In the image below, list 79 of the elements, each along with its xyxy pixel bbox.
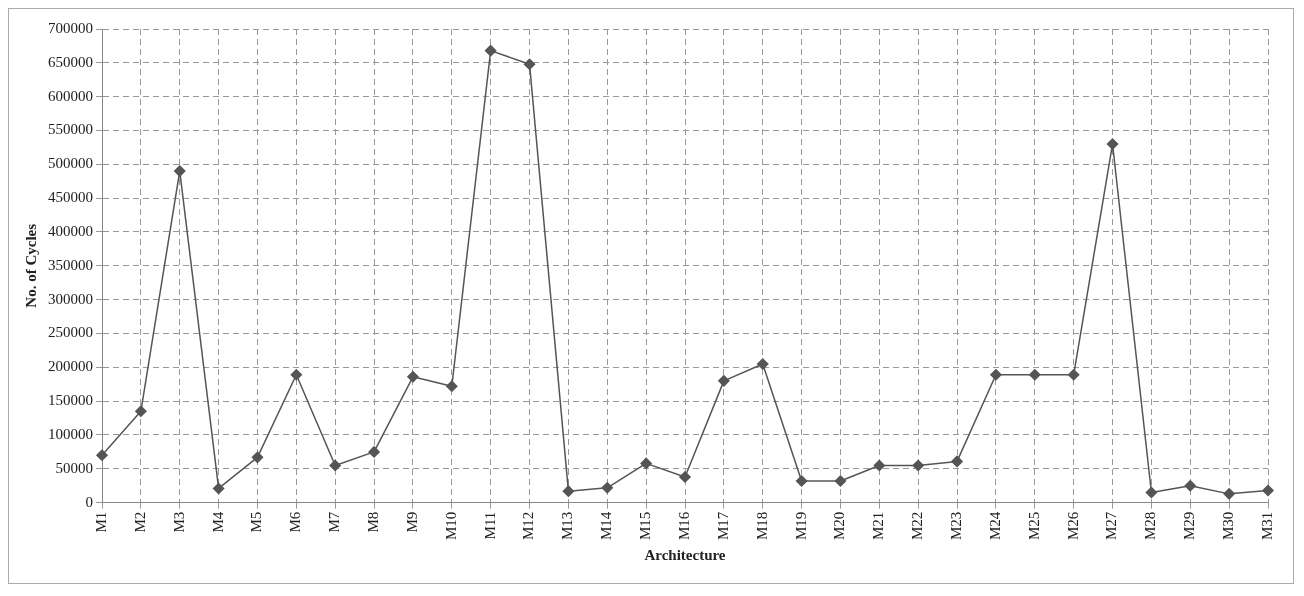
point	[1223, 488, 1235, 500]
point	[368, 446, 380, 458]
x-tick-label: M31	[1258, 511, 1275, 541]
x-tick-label: M29	[1181, 511, 1198, 541]
x-tick-label: M17	[714, 511, 731, 541]
point	[873, 459, 886, 472]
y-tick-label: 650000	[48, 53, 93, 70]
x-tick-label: M24	[986, 511, 1003, 541]
point	[329, 459, 341, 472]
x-tick-label: M2	[131, 511, 148, 533]
x-tick-label: M15	[637, 511, 654, 541]
x-tick-label: M18	[753, 511, 770, 541]
x-tick-label: M26	[1064, 511, 1081, 541]
x-tick-label: M11	[481, 511, 498, 540]
point	[1145, 486, 1158, 499]
point	[212, 482, 225, 495]
point	[251, 451, 264, 464]
x-tick-label: M16	[675, 511, 692, 541]
x-tick-label: M14	[598, 511, 615, 541]
point	[1262, 484, 1274, 497]
point	[1067, 369, 1080, 381]
x-tick-label: M6	[287, 511, 304, 533]
point	[135, 405, 147, 418]
x-tick-label: M19	[792, 511, 809, 541]
point	[1106, 138, 1119, 150]
y-tick-label: 50000	[55, 459, 93, 476]
point	[1184, 480, 1197, 492]
point	[756, 358, 769, 370]
point	[523, 58, 536, 70]
y-tick-label: 700000	[48, 19, 93, 36]
point	[407, 371, 419, 383]
x-tick-label: M28	[1142, 511, 1159, 541]
x-tick-label: M12	[520, 511, 537, 541]
x-tick-label: M1	[92, 511, 109, 533]
y-tick-label: 250000	[48, 324, 93, 341]
y-tick-label: 600000	[48, 87, 93, 104]
point	[601, 482, 614, 494]
y-tick-label: 550000	[48, 121, 93, 138]
x-tick-label: M20	[831, 511, 848, 541]
y-tick-label: 200000	[48, 358, 93, 375]
y-tick-label: 400000	[48, 222, 93, 239]
y-tick-label: 350000	[48, 256, 93, 273]
point	[795, 475, 808, 487]
x-tick-label: M10	[442, 511, 459, 541]
point	[290, 369, 303, 381]
x-tick-label: M5	[248, 511, 265, 533]
x-tick-label: M22	[909, 511, 926, 541]
x-tick-label: M7	[326, 511, 343, 533]
x-axis-title: Architecture	[644, 546, 726, 563]
point	[1029, 369, 1041, 381]
x-tick-label: M13	[559, 511, 576, 541]
point	[484, 44, 497, 57]
point	[446, 380, 458, 393]
y-tick-label: 300000	[48, 290, 93, 307]
y-tick-label: 0	[85, 493, 93, 510]
x-tick-label: M27	[1103, 511, 1120, 541]
x-tick-label: M3	[170, 511, 187, 533]
y-tick-label: 500000	[48, 155, 93, 172]
x-tick-label: M4	[209, 511, 226, 533]
point	[640, 457, 652, 470]
x-tick-label: M21	[870, 511, 887, 541]
y-tick-label: 150000	[48, 392, 93, 409]
x-tick-label: M30	[1220, 511, 1237, 541]
point	[718, 375, 730, 387]
x-tick-label: M9	[403, 511, 420, 533]
x-tick-label: M25	[1025, 511, 1042, 541]
y-tick-label: 450000	[48, 189, 93, 206]
point	[951, 455, 963, 468]
point	[562, 485, 575, 497]
y-axis-title: No. of Cycles	[22, 223, 39, 308]
point	[96, 449, 108, 462]
x-tick-label: M23	[948, 511, 964, 541]
x-tick-label: M8	[365, 511, 381, 533]
y-tick-label: 100000	[48, 425, 93, 442]
point	[173, 165, 186, 177]
point	[990, 369, 1002, 381]
point	[679, 471, 691, 483]
point	[912, 459, 924, 472]
point	[834, 475, 847, 487]
